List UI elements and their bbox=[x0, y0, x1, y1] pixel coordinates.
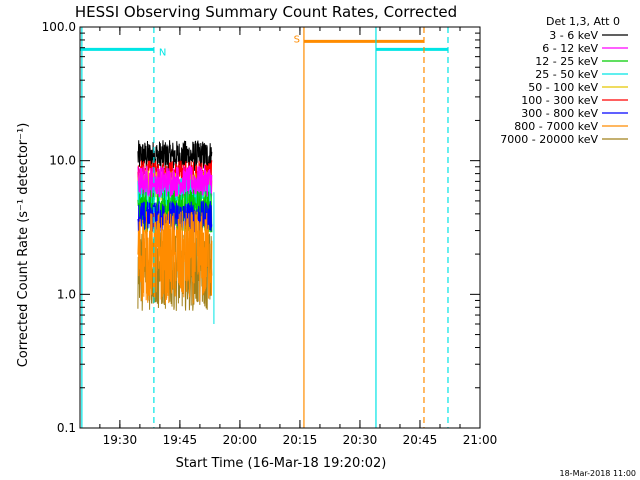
axis-layer: 19:30 19:45 20:00 20:15 20:30 20:45 21:00 0.1 1.… bbox=[42, 20, 498, 447]
series-layer bbox=[137, 140, 215, 324]
legend-label: 50 - 100 keV bbox=[528, 81, 598, 94]
legend-label: 12 - 25 keV bbox=[535, 55, 598, 68]
x-axis-label: Start Time (16-Mar-18 19:20:02) bbox=[176, 456, 387, 471]
y-tick-label: 10.0 bbox=[49, 154, 76, 168]
legend-title: Det 1,3, Att 0 bbox=[546, 15, 620, 28]
y-tick-label: 100.0 bbox=[42, 20, 76, 34]
x-tick-label: 20:30 bbox=[343, 433, 378, 447]
legend-label: 100 - 300 keV bbox=[521, 94, 598, 107]
series-line-7 bbox=[137, 210, 213, 304]
x-tick-label: 19:45 bbox=[163, 433, 198, 447]
x-tick-label: 20:45 bbox=[403, 433, 438, 447]
x-tick-label: 19:30 bbox=[103, 433, 138, 447]
flag-layer: NS bbox=[80, 34, 448, 58]
flag-label: S bbox=[294, 34, 300, 45]
series-line-0 bbox=[137, 140, 213, 173]
legend-label: 800 - 7000 keV bbox=[514, 120, 598, 133]
x-tick-label: 20:00 bbox=[223, 433, 258, 447]
legend-label: 300 - 800 keV bbox=[521, 107, 598, 120]
plot-timestamp: 18-Mar-2018 11:00 bbox=[560, 469, 637, 478]
y-tick-label: 0.1 bbox=[57, 421, 76, 435]
legend-label: 6 - 12 keV bbox=[542, 42, 598, 55]
legend-label: 3 - 6 keV bbox=[549, 29, 598, 42]
x-tick-label: 21:00 bbox=[463, 433, 498, 447]
flag-label: N bbox=[159, 47, 166, 58]
vline-layer bbox=[81, 27, 449, 428]
y-tick-label: 1.0 bbox=[57, 287, 76, 301]
legend-label: 7000 - 20000 keV bbox=[500, 133, 598, 146]
legend-label: 25 - 50 keV bbox=[535, 68, 598, 81]
chart-title: HESSI Observing Summary Count Rates, Cor… bbox=[75, 3, 457, 21]
x-tick-label: 20:15 bbox=[283, 433, 318, 447]
y-axis-label: Corrected Count Rate (s⁻¹ detector⁻¹) bbox=[16, 123, 31, 368]
